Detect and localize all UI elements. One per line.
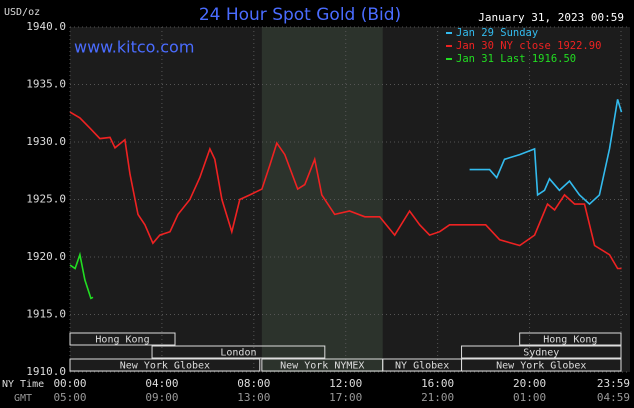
session-bar [69,358,261,372]
series-line [69,251,94,300]
session-label: Hong Kong [95,335,149,346]
y-tick-label: 1915.0 [26,308,66,321]
y-tick-label: 1925.0 [26,193,66,206]
y-tick-label: 1940.0 [26,20,66,33]
x-tick-label: 16:00 [421,377,454,390]
session-bar [519,332,622,346]
series-line [69,111,622,270]
y-tick-label: 1910.0 [26,365,66,378]
y-axis-label: USD/oz [4,7,40,18]
x-tick-label: 12:00 [329,377,362,390]
x2-tick-label: 01:00 [513,391,546,404]
session-label: Hong Kong [543,335,597,346]
x2-tick-label: 21:00 [421,391,454,404]
chart-title: 24 Hour Spot Gold (Bid) [199,5,401,25]
y-tick-label: 1935.0 [26,78,66,91]
x-tick-label: 08:00 [237,377,270,390]
session-label: London [220,348,256,359]
series-line [469,99,623,206]
x-tick-label: 04:00 [145,377,178,390]
x2-tick-label: 13:00 [237,391,270,404]
session-bar [151,345,326,359]
session-label: New York NYMEX [280,361,364,372]
x-axis-label: NY Time [2,379,44,390]
session-label: Sydney [523,348,559,359]
session-label: New York Globex [120,361,210,372]
legend-label: Jan 29 Sunday [456,27,538,39]
session-bar [461,358,622,372]
x2-tick-label: 05:00 [53,391,86,404]
watermark: www.kitco.com [74,38,194,57]
x2-tick-label: 17:00 [329,391,362,404]
x-tick-label: 23:59 [597,377,630,390]
session-label: New York Globex [496,361,586,372]
session-bar [69,332,176,346]
session-label: NY Globex [395,361,449,372]
x2-tick-label: 04:59 [597,391,630,404]
x2-tick-label: 09:00 [145,391,178,404]
subtitle: January 31, 2023 00:59 [478,11,624,24]
y-tick-label: 1930.0 [26,135,66,148]
session-bar [461,345,622,359]
x2-axis-label: GMT [14,393,32,404]
y-tick-label: 1920.0 [26,250,66,263]
x-tick-label: 00:00 [53,377,86,390]
legend-label: Jan 31 Last 1916.50 [456,53,576,65]
legend-label: Jan 30 NY close 1922.90 [456,40,601,52]
x-tick-label: 20:00 [513,377,546,390]
